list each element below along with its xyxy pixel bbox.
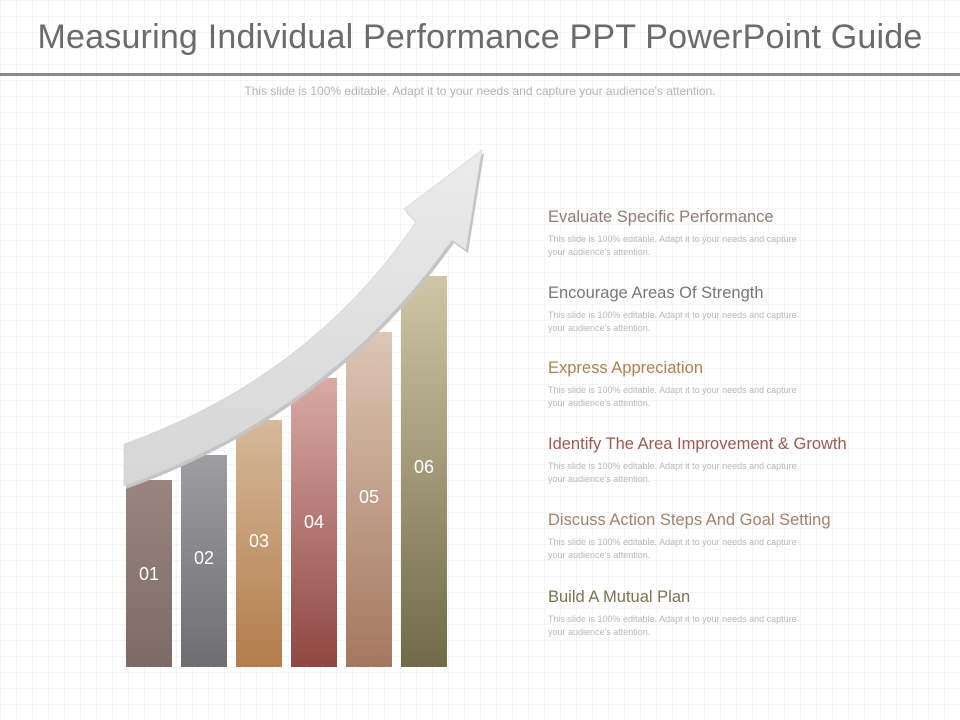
step-item-4: Identify The Area Improvement & Growth T… xyxy=(548,434,948,486)
step-description: This slide is 100% editable. Adapt it to… xyxy=(548,537,797,560)
step-title: Identify The Area Improvement & Growth xyxy=(548,435,847,453)
step-description: This slide is 100% editable. Adapt it to… xyxy=(548,385,797,408)
bar-number-03: 03 xyxy=(249,531,269,551)
bar-05 xyxy=(346,332,392,667)
step-title: Discuss Action Steps And Goal Setting xyxy=(548,511,831,529)
bar-01 xyxy=(126,480,172,667)
bar-number-01: 01 xyxy=(139,564,159,584)
slide-subtitle: This slide is 100% editable. Adapt it to… xyxy=(244,84,716,98)
bar-number-05: 05 xyxy=(359,487,379,507)
step-description: This slide is 100% editable. Adapt it to… xyxy=(548,461,797,484)
step-description: This slide is 100% editable. Adapt it to… xyxy=(548,234,797,257)
step-description: This slide is 100% editable. Adapt it to… xyxy=(548,614,797,637)
bar-number-06: 06 xyxy=(414,457,434,477)
title-divider xyxy=(0,73,960,76)
step-title: Express Appreciation xyxy=(548,359,704,377)
step-item-6: Build A Mutual Plan This slide is 100% e… xyxy=(548,587,948,639)
step-item-2: Encourage Areas Of Strength This slide i… xyxy=(548,283,948,335)
bar-02 xyxy=(181,455,227,667)
step-item-5: Discuss Action Steps And Goal Setting Th… xyxy=(548,510,948,562)
growth-arrow-icon xyxy=(123,149,484,489)
bars-group xyxy=(126,276,447,667)
bar-06 xyxy=(401,276,447,667)
bar-number-04: 04 xyxy=(304,512,324,532)
step-description: This slide is 100% editable. Adapt it to… xyxy=(548,310,797,333)
bar-03 xyxy=(236,420,282,667)
step-title: Encourage Areas Of Strength xyxy=(548,284,764,302)
bar-04 xyxy=(291,378,337,667)
slide-title: Measuring Individual Performance PPT Pow… xyxy=(37,18,923,56)
step-title: Build A Mutual Plan xyxy=(548,588,691,606)
step-item-1: Evaluate Specific Performance This slide… xyxy=(548,207,948,259)
bar-numbers-group: 01 02 03 04 05 06 xyxy=(139,457,434,584)
bar-number-02: 02 xyxy=(194,548,214,568)
step-title: Evaluate Specific Performance xyxy=(548,208,774,226)
step-item-3: Express Appreciation This slide is 100% … xyxy=(548,358,948,410)
